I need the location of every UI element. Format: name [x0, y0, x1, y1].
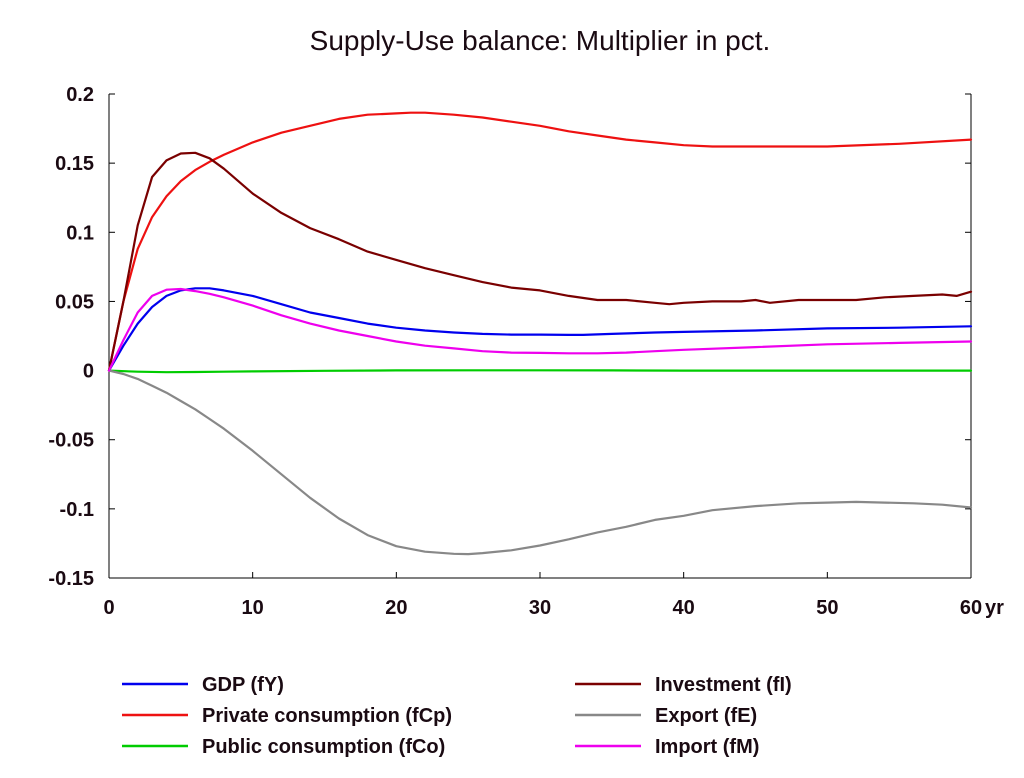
chart-title: Supply-Use balance: Multiplier in pct.: [310, 25, 771, 56]
series-line-3: [107, 151, 973, 372]
y-tick-label: 0.1: [66, 222, 94, 244]
series-line-2: [107, 369, 973, 374]
legend: GDP (fY) Private consumption (fCp) Public …: [122, 674, 792, 758]
y-tick-label: 0.2: [66, 84, 94, 106]
series-line-1: [107, 111, 973, 372]
x-tick-label: 30: [529, 597, 551, 619]
y-axis-ticks: 0.2 0.15 0.1 0.05 0 -0.05 -0.1 -0.15: [48, 84, 971, 590]
y-tick-label: -0.15: [48, 568, 94, 590]
legend-label: Investment (fI): [655, 674, 792, 696]
y-tick-label: -0.1: [60, 499, 94, 521]
x-tick-label: 50: [816, 597, 838, 619]
y-tick-label: -0.05: [48, 430, 94, 452]
x-axis-ticks: 0 10 20 30 40 50 60 yr: [103, 572, 1004, 619]
legend-label: Export (fE): [655, 705, 757, 727]
y-tick-label: 0.05: [55, 291, 94, 313]
x-tick-label: 0: [103, 597, 114, 619]
y-tick-label: 0: [83, 361, 94, 383]
x-tick-label: 10: [242, 597, 264, 619]
x-tick-label: 20: [385, 597, 407, 619]
legend-label: Public consumption (fCo): [202, 736, 445, 758]
legend-label: GDP (fY): [202, 674, 284, 696]
series-line-0: [107, 287, 973, 372]
series-lines: [107, 111, 973, 556]
x-tick-label: 60: [960, 597, 982, 619]
x-unit-label: yr: [985, 597, 1004, 619]
x-tick-label: 40: [673, 597, 695, 619]
series-line-4: [107, 369, 973, 556]
series-line-5: [107, 287, 973, 372]
legend-label: Import (fM): [655, 736, 759, 758]
plot-frame: [108, 94, 972, 579]
y-tick-label: 0.15: [55, 153, 94, 175]
legend-label: Private consumption (fCp): [202, 705, 452, 727]
